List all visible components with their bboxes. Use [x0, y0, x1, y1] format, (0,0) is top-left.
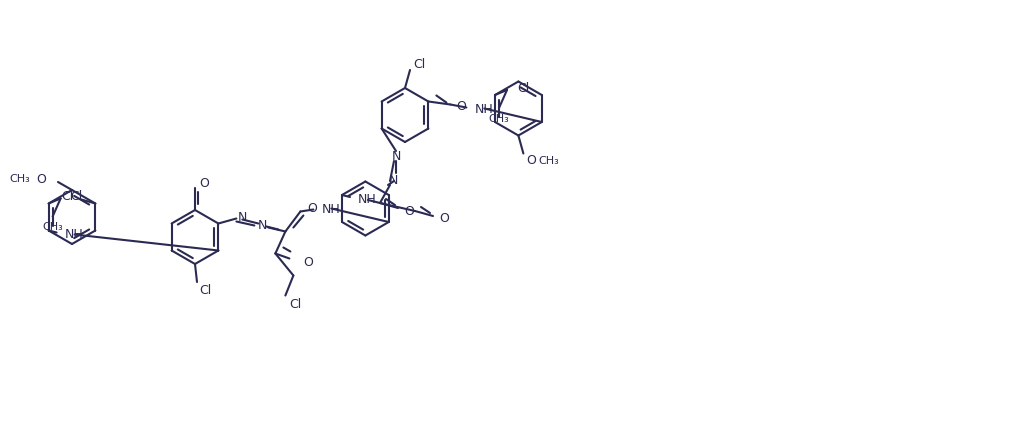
Text: Cl: Cl [61, 190, 73, 203]
Text: N: N [388, 173, 397, 186]
Text: CH₃: CH₃ [538, 155, 559, 165]
Text: N: N [391, 149, 400, 162]
Text: NH: NH [358, 192, 377, 205]
Text: N: N [257, 218, 268, 231]
Text: O: O [439, 212, 449, 225]
Text: NH: NH [321, 203, 341, 215]
Text: CH₃: CH₃ [489, 114, 509, 124]
Text: Cl: Cl [289, 297, 301, 310]
Text: Cl: Cl [413, 57, 425, 71]
Text: O: O [308, 202, 317, 215]
Text: Cl: Cl [199, 284, 211, 297]
Text: CH₃: CH₃ [9, 174, 30, 184]
Text: N: N [238, 211, 247, 224]
Text: NH: NH [474, 103, 493, 116]
Text: O: O [36, 172, 46, 185]
Text: NH: NH [65, 227, 83, 240]
Text: O: O [304, 255, 313, 268]
Text: O: O [457, 100, 466, 113]
Text: O: O [199, 176, 209, 189]
Text: CH₃: CH₃ [42, 222, 63, 232]
Text: Cl: Cl [71, 190, 83, 203]
Text: O: O [527, 154, 536, 166]
Text: O: O [404, 204, 414, 217]
Text: Cl: Cl [517, 81, 529, 94]
